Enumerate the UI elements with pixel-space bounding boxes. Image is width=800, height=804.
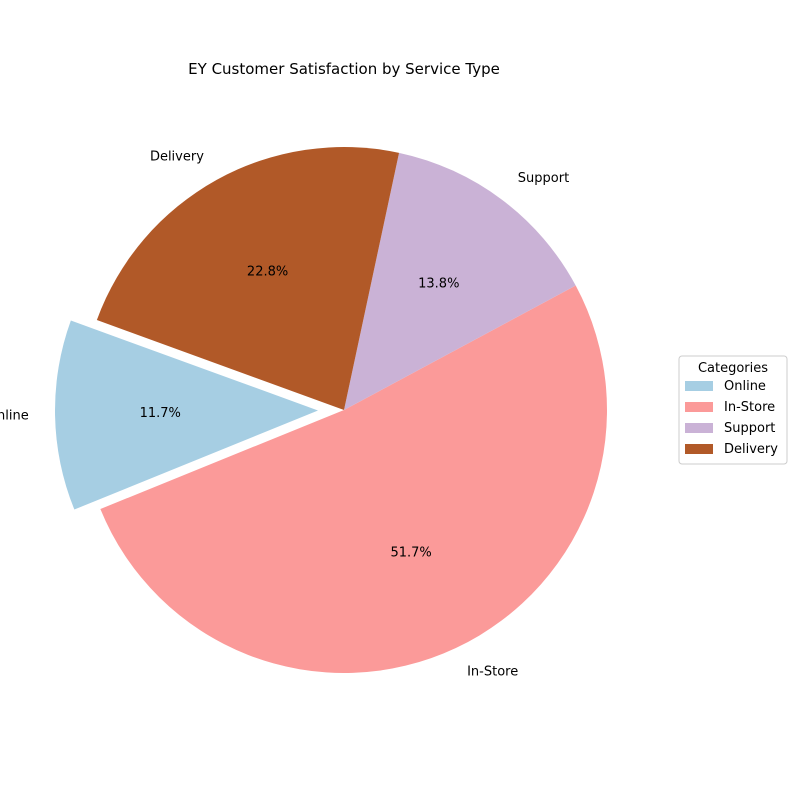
legend-swatch-online (685, 381, 713, 391)
slice-label-in-store: In-Store (467, 664, 518, 679)
slice-percent-online: 11.7% (140, 406, 181, 421)
legend-items: Online In-Store Support Delivery (685, 379, 778, 457)
legend-label-online: Online (724, 379, 766, 394)
pie-slice-in-store (100, 285, 607, 673)
legend-label-support: Support (724, 421, 775, 436)
slice-percent-delivery: 22.8% (247, 264, 288, 279)
pie-slice-support (344, 152, 576, 410)
slice-label-support: Support (518, 171, 569, 186)
slice-label-online: Online (0, 408, 29, 423)
legend-label-in-store: In-Store (724, 400, 775, 415)
legend-swatch-in-store (685, 402, 713, 412)
pie-slices (55, 147, 607, 673)
legend-swatch-delivery (685, 444, 713, 454)
legend-title: Categories (698, 361, 768, 376)
slice-percent-in-store: 51.7% (390, 545, 431, 560)
legend: Categories Online In-Store Support Delivery (678, 355, 788, 465)
slice-label-delivery: Delivery (150, 149, 204, 164)
legend-label-delivery: Delivery (724, 442, 778, 457)
pie-slice-labels: Online 11.7% In-Store 51.7% Support 13.8% Deli… (0, 149, 569, 679)
pie-slice-delivery (96, 147, 400, 410)
chart-title: EY Customer Satisfaction by Service Type (188, 60, 500, 78)
pie-slice-online (55, 320, 319, 510)
slice-percent-support: 13.8% (418, 276, 459, 291)
legend-swatch-support (685, 423, 713, 433)
